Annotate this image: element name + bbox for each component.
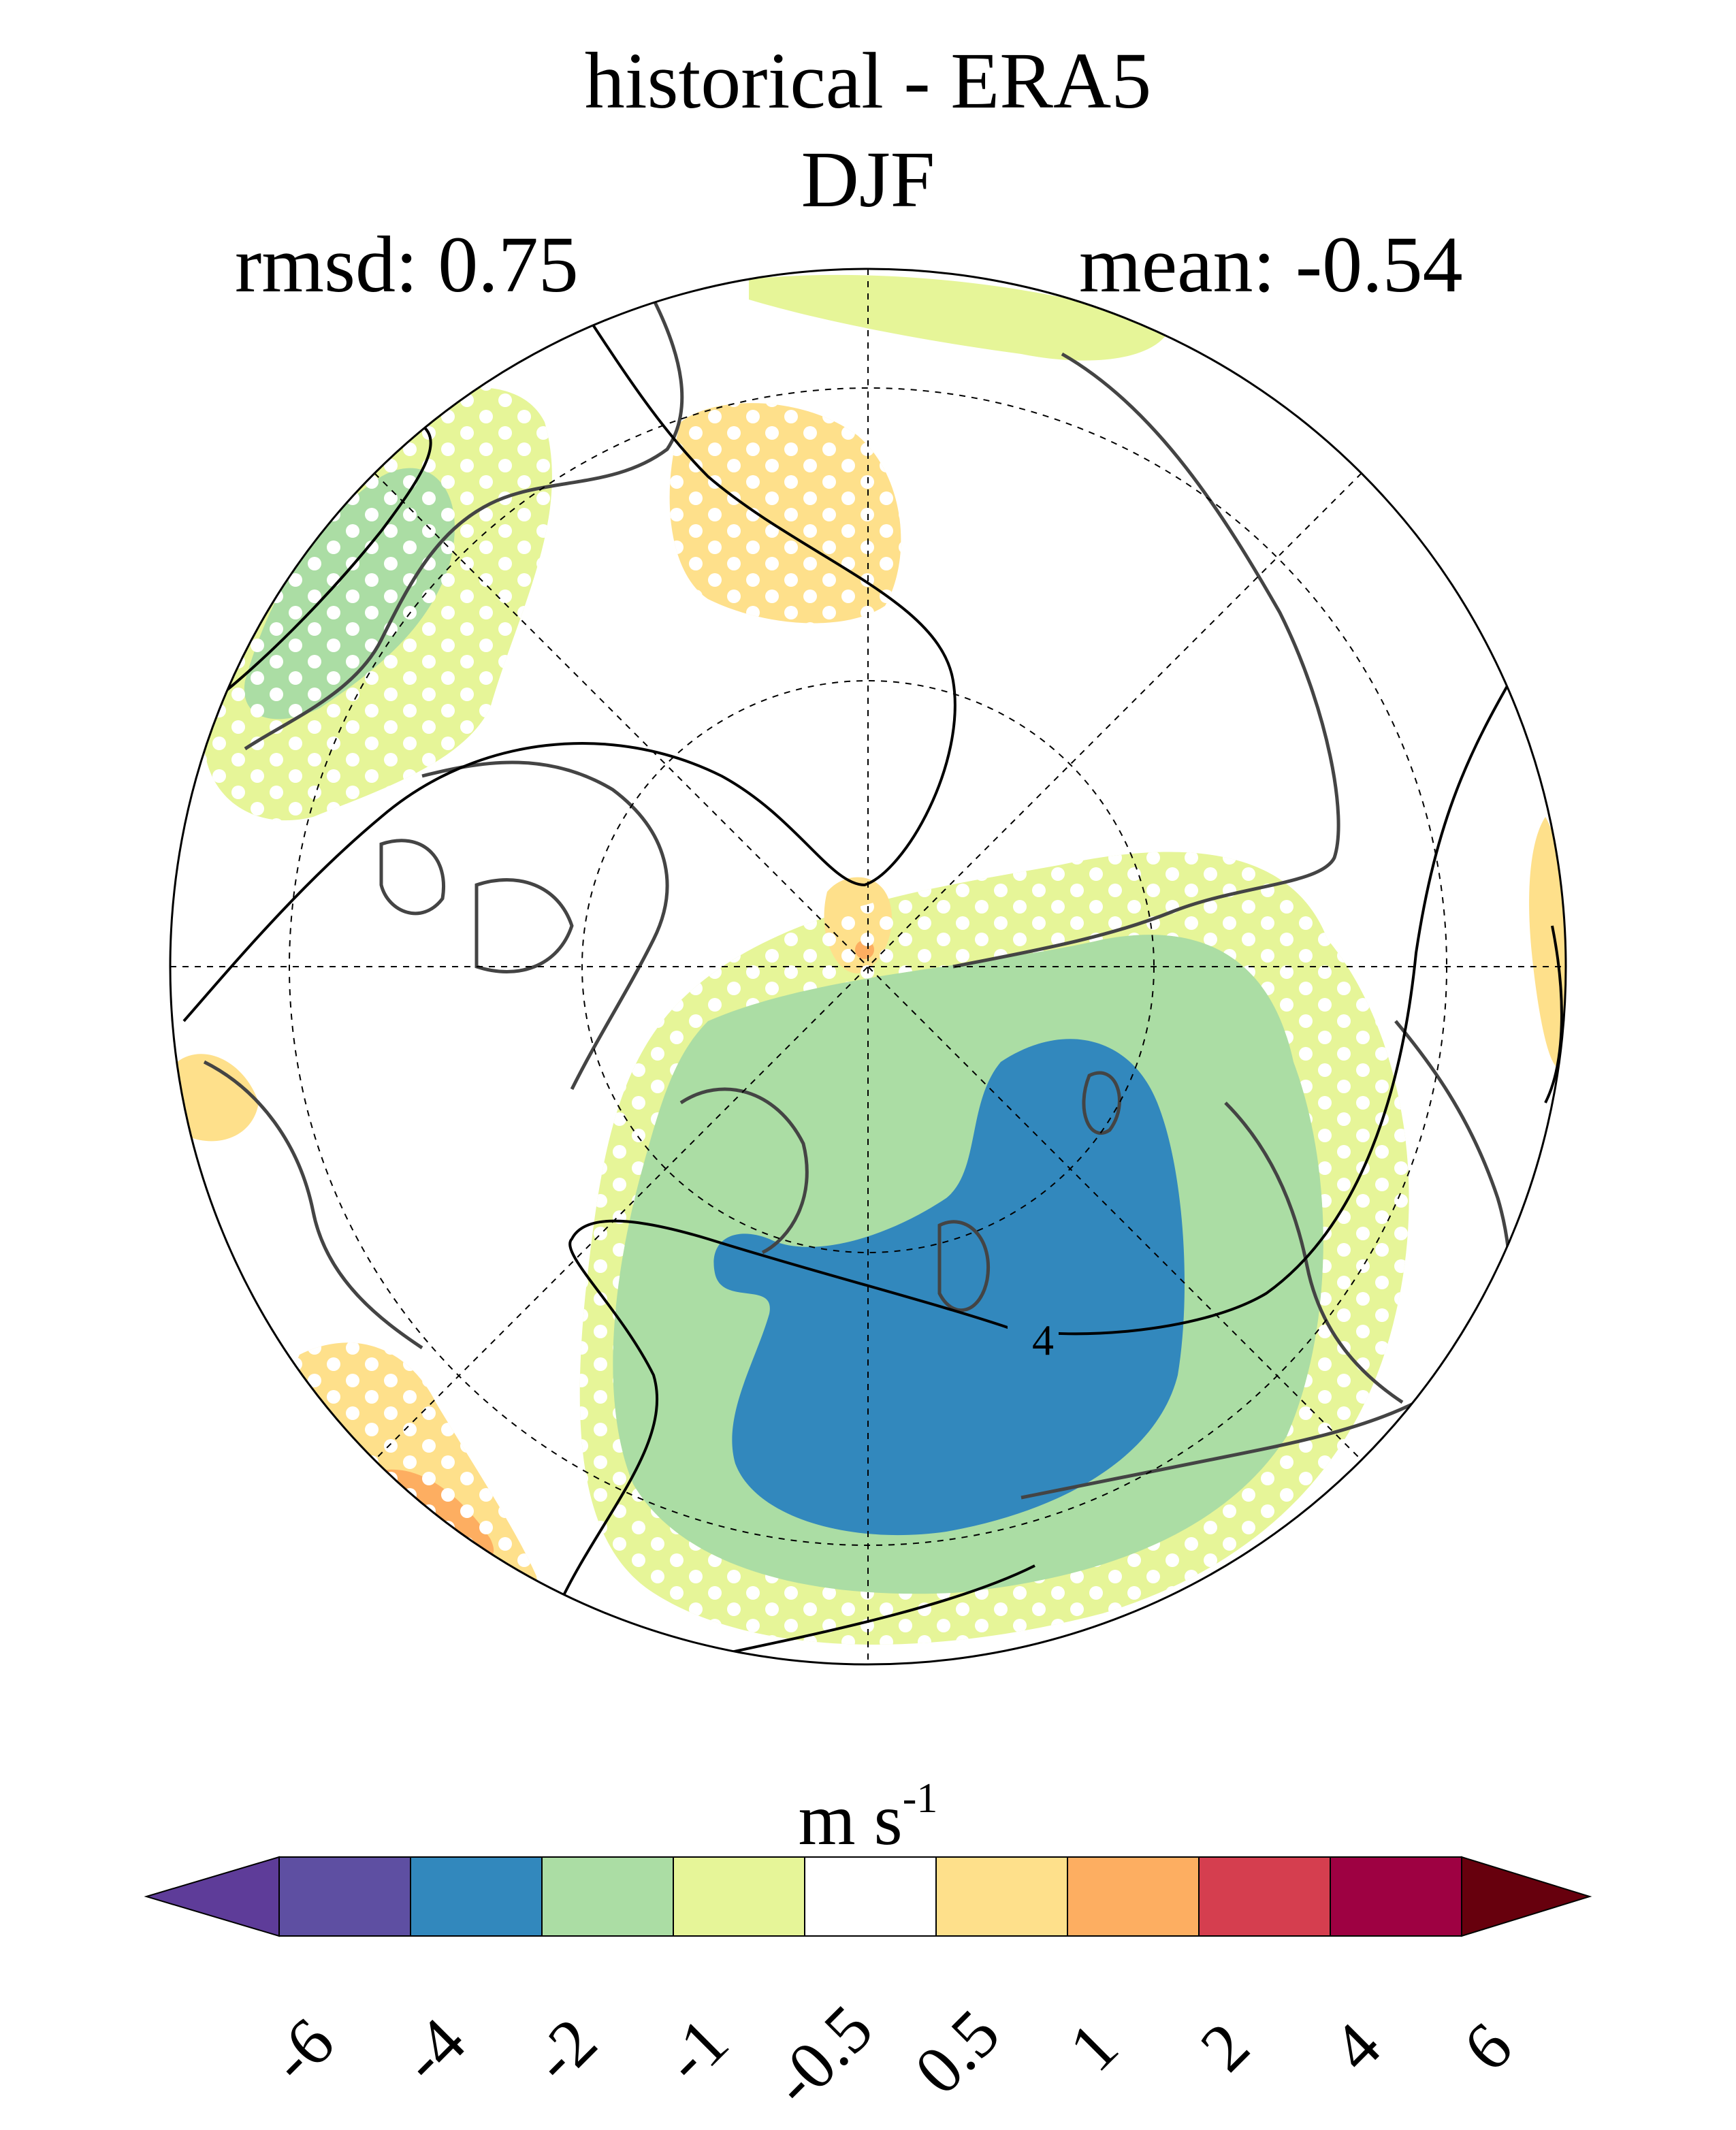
colorbar-swatch (278, 1856, 411, 1937)
anomaly-fills (177, 274, 1566, 1645)
polar-map: 4 (169, 268, 1567, 1666)
colorbar-extend-low (144, 1856, 280, 1937)
colorbar-unit-main: m s (798, 1779, 903, 1860)
mean-stat: mean: -0.54 (1079, 220, 1463, 309)
stipple-southwest (293, 1342, 538, 1582)
contour-label-bg (1008, 1317, 1059, 1365)
contour-lines (182, 271, 1563, 1656)
colorbar-swatch (935, 1856, 1068, 1937)
stipple-west (204, 387, 552, 821)
colorbar-unit-label: m s-1 (0, 1777, 1736, 1857)
contour-label: 4 (1032, 1316, 1054, 1364)
region-yellow-east (1529, 817, 1566, 1068)
colorbar-extend-high (1461, 1856, 1592, 1937)
colorbar-swatch (410, 1856, 543, 1937)
colorbar-swatch (804, 1856, 937, 1937)
region-blue-atlantic (713, 1039, 1185, 1536)
colorbar-swatch (673, 1856, 805, 1937)
map-title: historical - ERA5 (584, 36, 1152, 125)
region-light-green-top (749, 274, 1171, 361)
stipple-atlantic (579, 852, 1409, 1645)
coastlines (203, 298, 1513, 1500)
colorbar-unit-exponent: -1 (902, 1775, 938, 1822)
colorbar-swatch (541, 1856, 674, 1937)
graticule (170, 269, 1566, 1664)
region-yellow-west (177, 1054, 259, 1142)
colorbar-swatch (1067, 1856, 1200, 1937)
colorbar-swatch (1198, 1856, 1331, 1937)
season-label: DJF (801, 135, 935, 224)
rmsd-stat: rmsd: 0.75 (235, 220, 579, 309)
map-border (169, 268, 1567, 1666)
colorbar-swatch (1330, 1856, 1462, 1937)
